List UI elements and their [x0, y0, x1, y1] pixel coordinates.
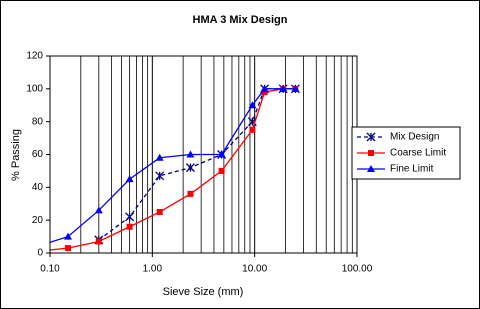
- legend-label: Mix Design: [390, 132, 439, 143]
- legend-label: Fine Limit: [390, 164, 434, 175]
- marker: [95, 238, 102, 245]
- chart-title: HMA 3 Mix Design: [193, 14, 288, 26]
- y-tick-label: 0: [37, 248, 43, 259]
- marker: [64, 232, 73, 240]
- marker: [260, 84, 269, 92]
- marker: [155, 153, 164, 161]
- marker: [217, 150, 226, 158]
- y-tick-label: 60: [32, 149, 44, 160]
- legend-marker: [366, 132, 376, 142]
- y-tick-label: 100: [26, 83, 43, 94]
- marker: [125, 212, 135, 222]
- y-axis-title: % Passing: [10, 129, 22, 181]
- marker: [279, 84, 288, 92]
- marker: [155, 171, 165, 181]
- y-tick-label: 80: [32, 116, 44, 127]
- marker: [248, 101, 257, 109]
- marker: [126, 223, 133, 230]
- y-tick-label: 120: [26, 51, 43, 62]
- legend-marker: [367, 165, 375, 172]
- legend: Mix Design Coarse Limit Fine Limit: [351, 126, 461, 180]
- y-tick-label: 20: [32, 215, 44, 226]
- marker: [247, 117, 257, 127]
- marker: [156, 208, 163, 215]
- legend-marker: [368, 150, 374, 156]
- x-tick-label: 1.00: [143, 264, 163, 275]
- marker: [218, 167, 225, 174]
- x-tick-label: 10.00: [242, 264, 267, 275]
- marker: [94, 206, 103, 214]
- x-tick-label: 0.10: [40, 264, 60, 275]
- marker: [187, 190, 194, 197]
- marker: [65, 245, 72, 252]
- marker: [186, 150, 195, 158]
- y-tick-label: 40: [32, 182, 44, 193]
- x-axis-title: Sieve Size (mm): [163, 286, 244, 298]
- plot: [50, 84, 300, 252]
- marker: [186, 163, 195, 173]
- marker: [261, 89, 268, 96]
- x-tick-label: 100.00: [342, 264, 373, 275]
- marker: [291, 84, 300, 92]
- marker: [125, 175, 134, 183]
- marker: [249, 126, 256, 133]
- legend-label: Coarse Limit: [390, 148, 446, 159]
